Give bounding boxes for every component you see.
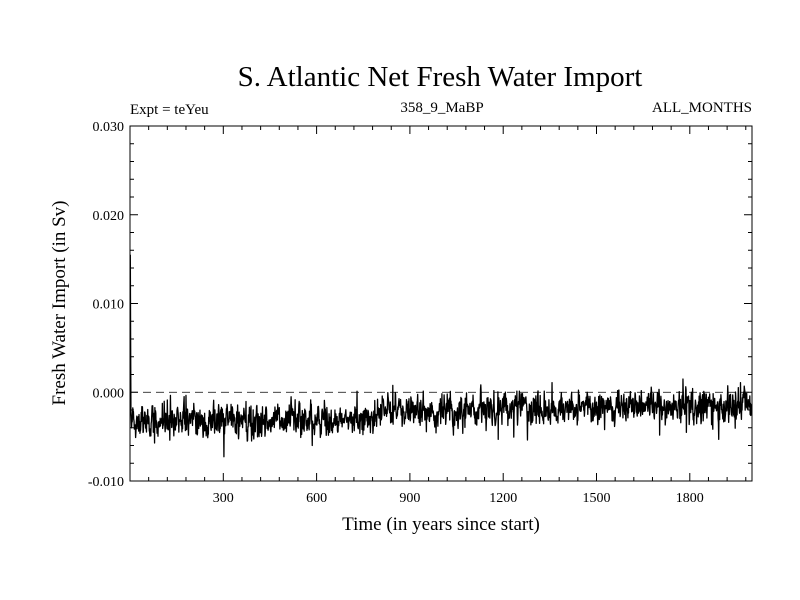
x-tick-label: 600 xyxy=(306,491,327,506)
y-tick-label: -0.010 xyxy=(88,475,124,490)
x-axis-label: Time (in years since start) xyxy=(342,514,540,535)
run-label: 358_9_MaBP xyxy=(400,100,483,116)
chart-title: S. Atlantic Net Fresh Water Import xyxy=(238,61,643,93)
series-line xyxy=(129,254,753,458)
y-tick-label: 0.000 xyxy=(93,386,125,401)
y-tick-label: 0.020 xyxy=(93,209,125,224)
y-tick-label: 0.030 xyxy=(93,120,125,135)
months-label: ALL_MONTHS xyxy=(652,100,752,116)
x-tick-label: 300 xyxy=(213,491,234,506)
x-tick-label: 900 xyxy=(399,491,420,506)
tick-labels: 300 600 900 1200 1500 1800 -0.010 0.000 0.010 0.0… xyxy=(88,120,704,506)
x-tick-label: 1200 xyxy=(489,491,517,506)
experiment-label: Expt = teYeu xyxy=(130,102,209,118)
x-tick-label: 1800 xyxy=(676,491,704,506)
y-tick-label: 0.010 xyxy=(93,298,125,313)
y-axis-label: Fresh Water Import (in Sv) xyxy=(49,201,70,406)
x-tick-label: 1500 xyxy=(583,491,611,506)
